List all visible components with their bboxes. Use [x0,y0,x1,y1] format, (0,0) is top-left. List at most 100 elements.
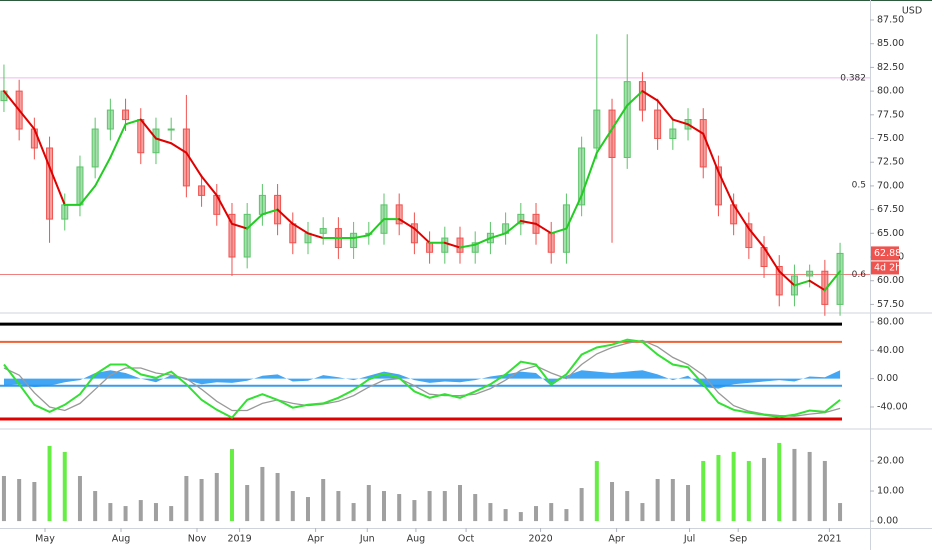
moving-average-segment [367,218,385,237]
moving-average-segment [656,99,674,121]
histogram-bar [488,503,493,522]
x-tick-label: 2020 [528,534,552,545]
candle-body [167,128,175,131]
histogram-bar [366,485,371,522]
histogram-bar [731,451,736,522]
histogram-bar [777,442,782,522]
candle-body [517,213,525,225]
histogram-bar [594,460,599,522]
histogram-bar [214,472,219,522]
candle-body [258,194,266,215]
moving-average-segment [306,232,325,240]
histogram-bar [47,445,52,522]
moving-average-segment [778,270,796,287]
x-tick-label: 2021 [817,534,841,545]
currency-label[interactable]: USD [902,6,922,17]
moving-average-segment [489,232,507,240]
moving-average-segment [823,270,842,292]
candle-body [198,185,206,196]
histogram-bar [518,512,523,522]
histogram-bar [412,500,417,522]
histogram-bar [108,503,113,522]
histogram-bar [655,479,660,522]
y-tick-label: 67.50 [877,204,904,215]
moving-average-segment [33,128,51,168]
moving-average-segment [398,218,416,230]
candle-body [775,265,783,296]
candle-body [669,128,677,140]
moving-average-segment [747,227,766,249]
histogram-bar [290,491,295,522]
histogram-bar [838,503,843,522]
candle-body [122,109,130,121]
histogram-bar [199,479,204,522]
y-tick-label: 72.50 [877,157,904,168]
moving-average-segment [185,151,203,178]
x-tick-label: Aug [112,534,131,545]
fib-level-label: 0.382 [840,73,866,83]
moving-average-segment [580,151,598,197]
candle-body [654,109,662,140]
histogram-bar [381,491,386,522]
x-tick-label: Nov [188,534,207,545]
candle-body [745,223,753,249]
candle-body [714,166,722,206]
y-tick-label: 87.50 [877,15,904,26]
histogram-bar [701,460,706,522]
candle-body [243,213,251,258]
histogram-bar [640,503,645,522]
histogram-bar [762,457,767,522]
moving-average-segment [535,222,553,235]
countdown-box [871,261,899,275]
moving-average-segment [48,165,66,206]
candle-body [350,232,358,249]
x-tick-label: May [35,534,55,545]
candle-body [410,223,418,244]
x-tick-label: Aug [407,534,426,545]
histogram-bar [17,479,22,522]
candle-body [395,204,403,225]
histogram-bar [716,454,721,522]
moving-average-segment [261,208,279,216]
oscillator-line [3,338,841,419]
histogram-bar [670,479,675,522]
histogram-bar [32,482,37,522]
histogram-bar [458,485,463,522]
histogram-bar [503,509,508,522]
moving-average-segment [763,246,781,273]
moving-average-segment [474,237,492,246]
histogram-bar [397,494,402,522]
histogram-bar [427,491,432,522]
histogram-bar [184,475,189,522]
histogram-bar [822,460,827,522]
candle-body [152,128,160,154]
moving-average-segment [170,142,188,154]
candle-body [76,166,84,206]
moving-average-segment [413,227,431,244]
candle-body [699,119,707,168]
moving-average-segment [687,123,705,135]
y-tick-label: 77.50 [877,109,904,120]
y-tick-label: 70.00 [877,180,904,191]
histogram-bar [534,506,539,522]
moving-average-segment [671,118,690,126]
histogram-bar [746,460,751,522]
candle-body [61,204,69,220]
candle-body [46,147,54,220]
x-tick-label: Apr [307,534,324,545]
y-tick-label: 65.00 [877,228,904,239]
moving-average-segment [276,208,294,225]
moving-average-segment [459,243,477,249]
y-tick-label: 82.50 [877,62,904,73]
y-tick-label: 57.50 [877,299,904,310]
moving-average-segment [78,184,97,206]
candle-body [471,242,479,253]
histogram-bar [807,451,812,522]
moving-average-segment [139,118,157,140]
moving-average-segment [124,118,142,126]
candle-body [593,109,601,149]
y-tick-label: 20.00 [877,455,904,466]
y-tick-label: 80.00 [877,86,904,97]
